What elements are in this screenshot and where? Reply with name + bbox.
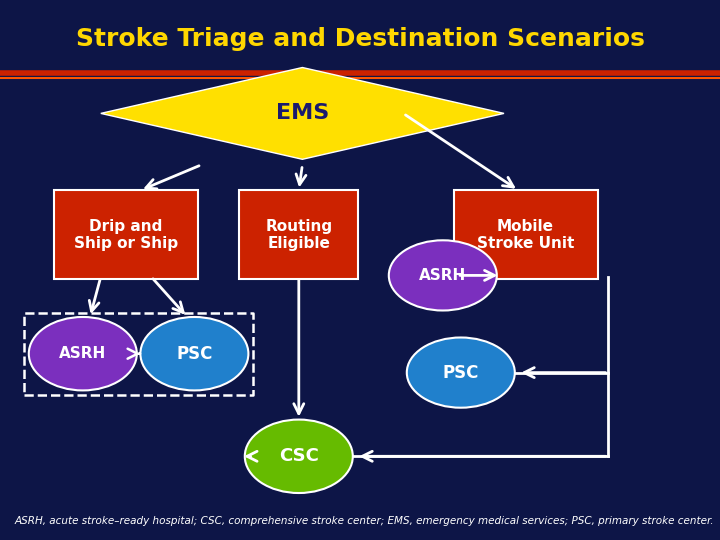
- FancyBboxPatch shape: [454, 191, 598, 280]
- Text: CSC: CSC: [279, 447, 319, 465]
- Ellipse shape: [29, 317, 137, 390]
- Text: Mobile
Stroke Unit: Mobile Stroke Unit: [477, 219, 575, 251]
- FancyBboxPatch shape: [54, 191, 198, 280]
- Text: Stroke Triage and Destination Scenarios: Stroke Triage and Destination Scenarios: [76, 28, 644, 51]
- Ellipse shape: [389, 240, 497, 310]
- Ellipse shape: [407, 338, 515, 408]
- FancyBboxPatch shape: [0, 0, 720, 73]
- Text: PSC: PSC: [443, 363, 479, 382]
- Text: ASRH: ASRH: [59, 346, 107, 361]
- Polygon shape: [101, 68, 504, 159]
- FancyBboxPatch shape: [239, 191, 358, 280]
- Ellipse shape: [245, 420, 353, 493]
- Text: ASRH: ASRH: [419, 268, 467, 283]
- Text: PSC: PSC: [176, 345, 212, 363]
- Text: EMS: EMS: [276, 103, 329, 124]
- Text: Routing
Eligible: Routing Eligible: [265, 219, 333, 251]
- Text: Drip and
Ship or Ship: Drip and Ship or Ship: [74, 219, 178, 251]
- Text: ASRH, acute stroke–ready hospital; CSC, comprehensive stroke center; EMS, emerge: ASRH, acute stroke–ready hospital; CSC, …: [14, 516, 714, 526]
- Ellipse shape: [140, 317, 248, 390]
